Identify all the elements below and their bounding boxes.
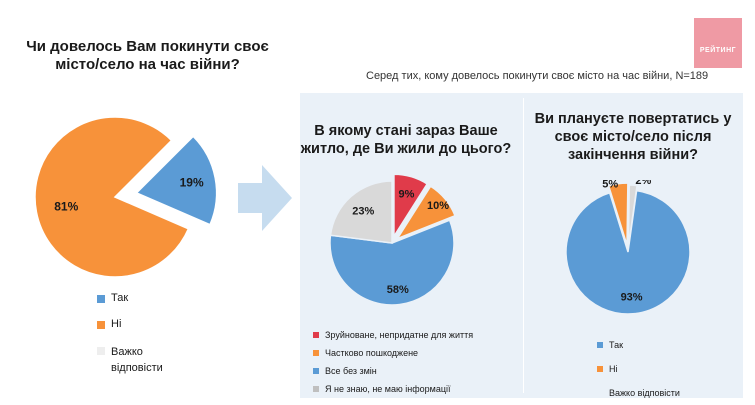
data-label-зруйноване-непридатне-для-життя: 9% <box>398 188 414 200</box>
chart1-title-line: Чи довелось Вам покинути своє <box>26 38 269 55</box>
legend-label: Важко відповісти <box>609 388 680 398</box>
legend-swatch <box>97 295 105 303</box>
legend-item-hard-to-say: Важко відповісти <box>97 344 163 376</box>
data-label-ні: 5% <box>602 180 618 191</box>
legend-label: Я не знаю, не маю інформації <box>325 384 451 394</box>
legend-item-ni: Ні <box>97 318 121 330</box>
legend-swatch <box>313 332 319 338</box>
chart3-title: Ви плануєте повертатись у своє місто/сел… <box>528 110 738 164</box>
panel-divider <box>523 98 524 393</box>
legend-label: Зруйноване, непридатне для життя <box>325 330 474 340</box>
chart1-title: Чи довелось Вам покинути своє місто/село… <box>20 38 275 74</box>
pie-slice-ні <box>34 116 190 278</box>
sample-note: Серед тих, кому довелось покинути своє м… <box>366 70 709 82</box>
legend-swatch <box>97 347 105 355</box>
chart3-title-line: закінчення війни? <box>568 147 698 163</box>
legend-item-destroyed: Зруйноване, непридатне для життя <box>313 330 473 340</box>
legend-label-line: Важко <box>111 346 143 358</box>
pie-slice-частково-пошкоджене <box>395 185 457 241</box>
data-label-я-не-знаю-не-маю-інформації: 23% <box>352 205 374 217</box>
legend-label: Так <box>609 340 624 350</box>
legend-swatch <box>313 350 319 356</box>
arrow-right-icon <box>238 165 292 231</box>
data-label-так: 19% <box>180 175 204 189</box>
pie-chart-middle: 9% 10% 58% 23% <box>329 175 457 306</box>
legend-item-tak: Так <box>597 340 623 350</box>
legend-item-hard-to-say: Важко відповісти <box>597 388 680 398</box>
pie-slice-все-без-змін <box>329 219 455 306</box>
chart1-title-line: місто/село на час війни? <box>55 56 240 73</box>
legend-item-damaged: Частково пошкоджене <box>313 348 418 358</box>
pie-slice-ні <box>607 182 629 246</box>
pie-slice-так <box>135 135 218 226</box>
pie-slice-зруйноване-непридатне-для-життя <box>393 175 429 239</box>
legend-label: Так <box>111 292 129 304</box>
legend-swatch <box>597 342 603 348</box>
legend-label: Частково пошкоджене <box>325 348 419 358</box>
legend-label: Ні <box>609 364 618 374</box>
legend-label: Все без змін <box>325 366 377 376</box>
chart2-title-line: житло, де Ви жили до цього? <box>300 141 512 157</box>
pie-slice-я-не-знаю-не-маю-інформації <box>329 180 393 244</box>
chart3-title-line: Ви плануєте повертатись у <box>534 111 732 127</box>
data-label-ні: 81% <box>54 199 78 213</box>
rating-logo: РЕЙТИНГ <box>694 18 742 68</box>
chart2-title-line: В якому стані зараз Ваше <box>314 123 498 139</box>
logo-text: РЕЙТИНГ <box>699 47 737 54</box>
data-label-все-без-змін: 58% <box>387 284 409 296</box>
legend-item-unchanged: Все без змін <box>313 366 377 376</box>
legend-swatch <box>313 368 319 374</box>
legend-label: Ні <box>111 318 122 330</box>
data-label-так: 93% <box>621 291 643 303</box>
pie-slice-так <box>565 189 691 315</box>
legend-label: Важко відповісти <box>111 344 163 376</box>
legend-swatch <box>597 366 603 372</box>
pie-chart-right: 93% 5% 2% <box>565 180 691 315</box>
chart2-title: В якому стані зараз Ваше житло, де Ви жи… <box>295 122 517 158</box>
data-label-частково-пошкоджене: 10% <box>427 200 449 212</box>
pie-slice-важко-відповісти <box>627 184 638 248</box>
legend-item-no-info: Я не знаю, не маю інформації <box>313 384 450 394</box>
pie-chart-left: 19% 81% <box>34 116 218 278</box>
legend-swatch <box>313 386 319 392</box>
data-label-важко-відповісти: 2% <box>635 180 651 187</box>
legend-item-tak: Так <box>97 292 128 304</box>
legend-label-line: відповісти <box>111 362 163 374</box>
legend-swatch <box>597 390 603 396</box>
legend-item-ni: Ні <box>597 364 618 374</box>
legend-swatch <box>97 321 105 329</box>
chart3-title-line: своє місто/село після <box>554 129 712 145</box>
